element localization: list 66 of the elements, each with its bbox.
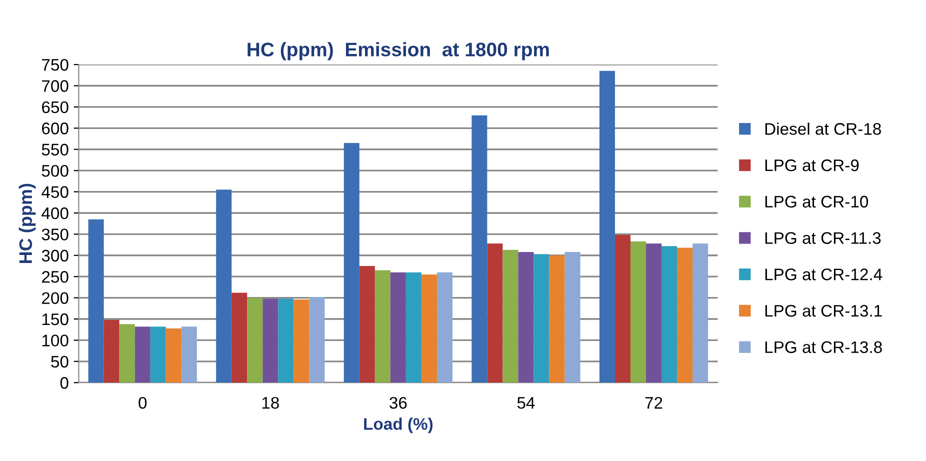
bar [278,298,294,383]
bar [181,326,197,383]
bar [309,296,325,383]
bar [216,190,232,383]
bar [692,244,708,383]
x-axis-title: Load (%) [364,418,433,434]
bar [534,254,550,383]
x-tick-label: 18 [262,396,279,409]
bar [421,274,437,383]
y-tick-label: 750 [42,58,68,71]
bar [646,244,662,383]
y-tick-label: 150 [42,313,68,326]
bar [344,143,360,383]
y-tick-label: 0 [60,377,68,389]
x-tick-label: 36 [390,396,407,409]
x-tick-label: 0 [138,396,147,409]
y-tick-label: 300 [42,250,68,262]
legend-label: LPG at CR-10 [765,196,868,208]
bar [294,300,310,383]
bar [599,70,615,383]
y-tick-label: 350 [42,228,68,240]
bar [374,270,390,383]
legend-label: LPG at CR-13.1 [765,304,882,317]
y-axis-title: HC (ppm) [18,184,36,263]
bar [390,272,406,383]
bar [119,324,135,383]
bar [262,298,278,383]
x-tick-label: 72 [645,396,662,409]
y-tick-label: 50 [51,356,68,368]
bar [630,241,646,383]
legend-label: LPG at CR-13.8 [765,341,882,354]
legend-label: Diesel at CR-18 [765,122,881,135]
y-tick-label: 200 [42,292,68,304]
y-tick-label: 550 [42,144,68,156]
bar [134,326,150,383]
y-tick-label: 650 [42,101,68,114]
bar [150,326,166,383]
bar [436,272,452,383]
y-tick-label: 700 [42,80,68,92]
bar [472,115,488,383]
bar [487,244,503,383]
bar [662,246,678,383]
y-tick-label: 250 [42,271,68,283]
bar [247,298,263,383]
bar [88,219,104,383]
bar [549,255,565,383]
bar [104,320,120,383]
bar [518,252,534,383]
bar [502,250,518,383]
y-tick-label: 600 [42,122,68,134]
bar [359,266,375,383]
y-tick-label: 450 [42,186,68,198]
legend-label: LPG at CR-12.4 [765,268,882,280]
chart-title: HC (ppm) Emission at 1800 rpm [248,42,549,60]
y-tick-label: 400 [42,207,68,220]
bar [677,248,693,383]
bar [564,252,580,383]
legend-label: LPG at CR-11.3 [765,232,881,244]
bar [166,328,182,383]
bar [232,292,248,383]
x-tick-label: 54 [517,397,535,409]
legend-label: LPG at CR-9 [765,159,859,172]
bar [614,235,630,383]
y-tick-label: 100 [42,334,68,346]
bar [406,272,422,383]
y-tick-label: 500 [42,164,68,177]
